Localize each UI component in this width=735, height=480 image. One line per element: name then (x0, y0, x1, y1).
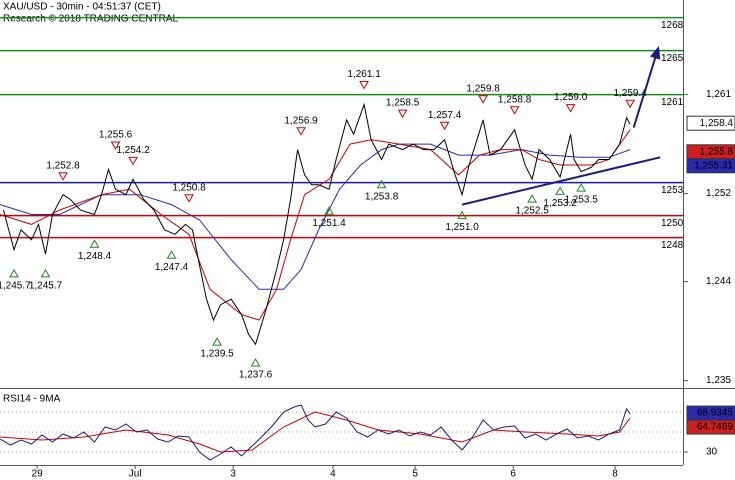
low-marker (9, 268, 19, 278)
low-marker (40, 268, 51, 278)
high-label: 1,261.1 (347, 69, 381, 80)
high-label: 1,250.8 (172, 182, 206, 193)
level-label: 1268 (661, 20, 684, 31)
high-label: 1,254.2 (116, 145, 150, 156)
x-tick-label: 29 (32, 469, 44, 480)
high-marker (509, 106, 520, 115)
x-tick-label: 6 (510, 469, 516, 480)
price-marker-label: 64.7489 (697, 422, 734, 433)
high-label: 1,257.4 (428, 110, 462, 121)
price-marker (686, 158, 735, 174)
y-tick-label: 1,252 (706, 188, 731, 199)
high-marker (478, 95, 488, 104)
y-tick-label: 1,244 (706, 276, 731, 287)
series-line (0, 129, 631, 321)
high-marker (625, 99, 635, 109)
high-label: 1,256.9 (284, 115, 318, 126)
low-label: 1,253.2 (543, 198, 577, 209)
high-marker (565, 104, 576, 113)
x-tick-label: Jul (129, 469, 142, 480)
trendline (461, 156, 661, 206)
low-label: 1,251.0 (445, 222, 479, 233)
price-marker (686, 419, 735, 435)
price-marker-label: 1,255.31 (694, 160, 733, 171)
high-label: 1,258.8 (498, 94, 532, 105)
low-marker (376, 179, 387, 189)
price-marker-label: 1,258.4 (700, 118, 734, 129)
low-label: 1,247.4 (155, 262, 189, 273)
high-marker (296, 127, 306, 136)
low-marker (527, 194, 537, 203)
low-label: 1,248.4 (78, 251, 112, 262)
level-label: 1261 (661, 97, 684, 108)
x-tick-label: 3 (230, 469, 236, 480)
x-tick-label: 8 (612, 469, 618, 480)
high-marker (58, 172, 68, 181)
high-label: 1,258.5 (386, 98, 420, 109)
low-label: 1,252.5 (515, 206, 549, 217)
low-label: 1,251.4 (312, 218, 346, 229)
low-marker (576, 183, 586, 192)
level-label: 1248 (661, 240, 684, 251)
series-line (0, 404, 631, 461)
low-marker (555, 186, 565, 195)
low-marker (212, 337, 222, 346)
chart-title: XAU/USD - 30min - 04:51:37 (CET) (3, 2, 161, 13)
high-label: 1,255.6 (99, 130, 133, 141)
high-marker (397, 109, 408, 119)
low-label: 1,237.6 (239, 370, 273, 381)
series-line (3, 102, 631, 346)
rsi-title: RSI14 - 9MA (3, 394, 61, 405)
level-label: 1265 (661, 53, 684, 64)
series-line (0, 143, 631, 290)
x-tick-label: 4 (330, 469, 336, 480)
high-label: 1,252.8 (46, 160, 80, 171)
trend-arrow (632, 45, 661, 128)
price-marker-label: 68.9345 (697, 408, 734, 419)
low-label: 1,245.7 (29, 281, 63, 292)
high-label: 1,259.8 (466, 83, 500, 94)
high-marker (110, 141, 121, 151)
low-label: 1,245.7 (0, 281, 31, 292)
low-label: 1,253.5 (564, 195, 598, 206)
y-tick-label: 1,235 (706, 375, 731, 386)
low-label: 1,239.5 (200, 349, 234, 360)
high-marker (184, 194, 194, 203)
low-marker (324, 206, 334, 215)
high-label: 1,259.0 (554, 92, 588, 103)
y-tick-label: 1,261 (706, 89, 731, 100)
low-marker (166, 250, 177, 259)
y-tick-label: 30 (706, 447, 718, 458)
level-label: 1253 (661, 185, 684, 196)
level-label: 1250 (661, 218, 684, 229)
price-marker-label: 1,255.8 (700, 146, 734, 157)
low-marker (457, 210, 467, 220)
high-marker (439, 121, 450, 131)
high-label: 1,259.4 (613, 88, 647, 99)
price-marker (686, 115, 735, 131)
high-marker (359, 81, 369, 90)
high-marker (128, 156, 138, 166)
chart-subtitle: Research © 2018 TRADING CENTRAL (3, 14, 178, 25)
low-label: 1,253.8 (365, 191, 399, 202)
x-tick-label: 5 (412, 469, 418, 480)
series-line (0, 411, 631, 453)
low-marker (89, 239, 100, 248)
low-marker (250, 357, 261, 367)
